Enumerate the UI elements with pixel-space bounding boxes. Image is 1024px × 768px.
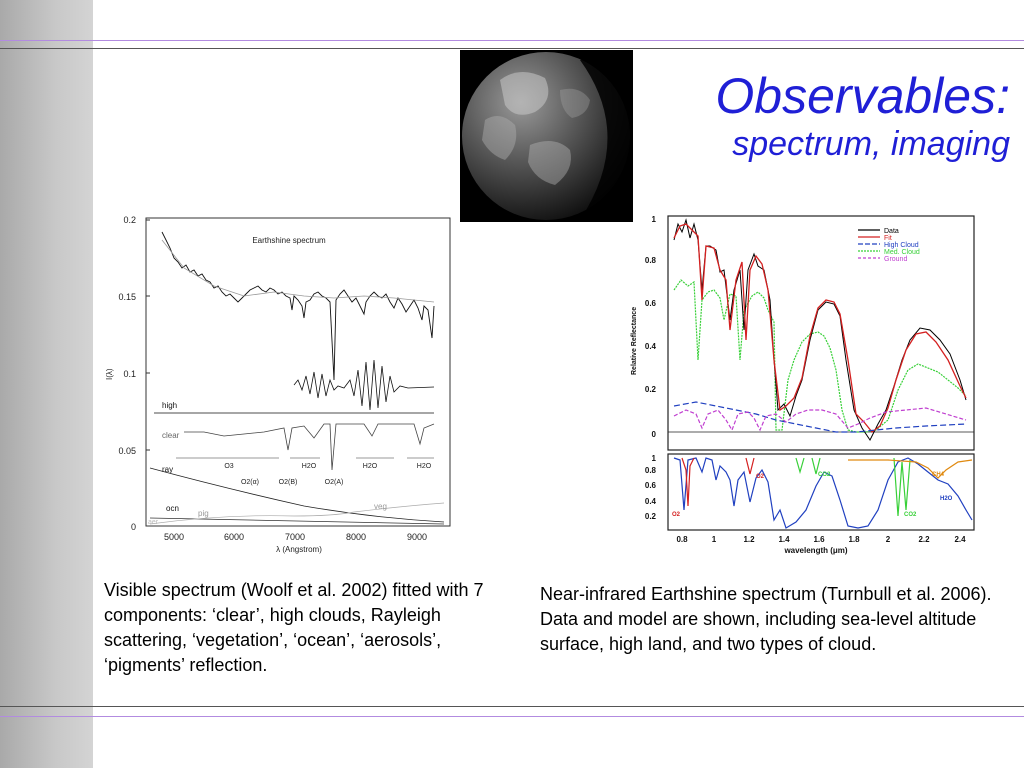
legend-high-cloud: High Cloud [884,242,919,249]
high-cloud-line [673,401,967,433]
component-label-pig: pig [198,509,209,518]
component-label-ocn: ocn [166,504,179,513]
ocean-component-line [149,517,445,525]
molecule-label-co2: CO2 [904,512,917,518]
molecule-label-ch4: CH4 [932,472,945,478]
band-label: O2(B) [279,479,298,486]
slide-sidebar [0,0,93,768]
slide-title-block: Observables: spectrum, imaging [715,68,1010,164]
y-tick-label: 0.2 [123,215,136,225]
band-label: H2O [363,463,378,470]
plot-title: Earthshine spectrum [252,236,326,245]
component-label-high: high [162,401,177,410]
earthshine-spectrum-figure: 0 0.05 0.1 0.15 0.2 I(λ) 5000 6000 7000 … [104,210,454,560]
residual-line [293,359,435,411]
nir-spectrum-plot: 0 0.2 0.4 0.6 0.8 1 Relative Reflectance… [631,215,975,555]
plot-frame [145,217,451,527]
component-label-ray: ray [162,465,173,474]
y-tick-label: 0.4 [645,342,657,351]
y-tick-label: 0.2 [645,385,657,394]
y-tick-label: 0 [652,430,657,439]
earthshine-spectrum-plot: 0 0.05 0.1 0.15 0.2 I(λ) 5000 6000 7000 … [105,215,451,554]
x-tick-label: 1.8 [848,535,860,544]
ch4-absorption-line [848,459,973,479]
earth-globe-graphic [462,50,633,222]
band-label: H2O [302,463,317,470]
legend-med-cloud: Med. Cloud [884,249,920,256]
bottom-rule-purple [0,716,1024,717]
data-spectrum-line [161,231,435,381]
y-tick-label: 0.6 [645,299,657,308]
y-tick-label: 0.2 [645,512,657,521]
co2-absorption-line [795,457,911,517]
y-axis-label: Relative Reflectance [631,307,638,375]
y-tick-label: 0.1 [123,369,136,379]
component-label-aer: aer [148,519,159,526]
ground-line [673,407,967,432]
x-axis-label: wavelength (μm) [783,546,847,555]
legend-fit: Fit [884,235,892,242]
rayleigh-component-line [149,467,445,523]
data-line [673,218,967,441]
x-tick-label: 8000 [346,532,366,542]
y-tick-label: 1 [652,215,657,224]
med-cloud-line [673,279,967,433]
y-tick-label: 0.8 [645,466,657,475]
legend-ground: Ground [884,256,907,263]
x-tick-label: 6000 [224,532,244,542]
molecule-label-o2: O2 [756,474,765,480]
y-tick-label: 0.4 [645,497,657,506]
top-rule-dark [0,48,1024,49]
x-tick-label: 1.4 [778,535,790,544]
band-label: O3 [224,463,233,470]
pigment-component-line [149,502,445,525]
top-rule-purple [0,40,1024,41]
x-tick-label: 2.2 [918,535,930,544]
x-tick-label: 7000 [285,532,305,542]
x-tick-label: 1.6 [813,535,825,544]
y-tick-label: 0.8 [645,256,657,265]
upper-panel-frame [667,215,975,451]
h2o-absorption-line [673,457,973,529]
y-tick-label: 0 [131,522,136,532]
left-caption: Visible spectrum (Woolf et al. 2002) fit… [104,580,484,675]
legend-data: Data [884,228,899,235]
component-label-veg: veg [374,502,387,511]
y-axis-label: I(λ) [105,368,114,380]
x-tick-label: 5000 [164,532,184,542]
slide-subtitle: spectrum, imaging [732,125,1010,163]
x-axis-label: λ (Angstrom) [276,545,322,554]
y-tick-label: 0.6 [645,481,657,490]
component-label-clear: clear [162,431,180,440]
x-tick-label: 1.2 [743,535,755,544]
lower-panel-frame [667,453,975,531]
nir-spectrum-figure: 0 0.2 0.4 0.6 0.8 1 Relative Reflectance… [626,210,982,560]
x-tick-label: 0.8 [676,535,688,544]
band-label: O2(α) [241,479,259,486]
y-tick-label: 1 [652,454,657,463]
bottom-rule-dark [0,706,1024,707]
molecule-label-co2: CO2 [818,472,831,478]
band-label: H2O [417,463,432,470]
clear-component-line [184,423,435,471]
band-label: O2(A) [325,479,344,486]
molecule-label-h2o: H2O [940,496,953,502]
o2-absorption-line [681,457,755,507]
x-tick-label: 2 [886,535,891,544]
x-tick-label: 9000 [407,532,427,542]
x-tick-label: 1 [712,535,717,544]
y-tick-label: 0.15 [118,292,136,302]
fit-spectrum-line [161,239,435,303]
right-caption: Near-infrared Earthshine spectrum (Turnb… [540,584,992,654]
slide-title: Observables: [715,68,1010,124]
legend: Data Fit High Cloud Med. Cloud Ground [858,228,920,263]
molecule-label-o2: O2 [672,512,681,518]
y-tick-label: 0.05 [118,446,136,456]
earth-globe-image [460,50,633,222]
fit-line [673,223,967,433]
x-tick-label: 2.4 [954,535,966,544]
